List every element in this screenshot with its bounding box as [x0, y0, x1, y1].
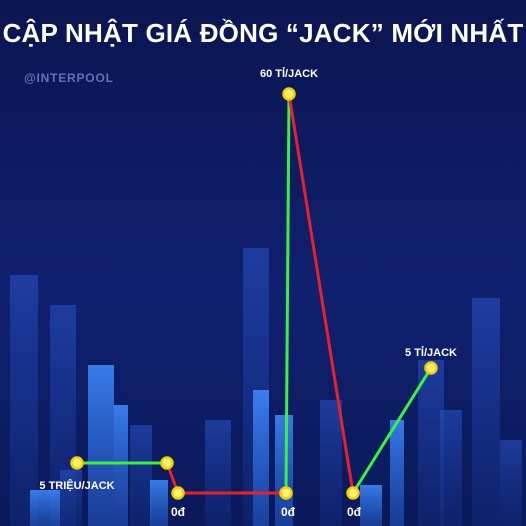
- price-label: 60 TỈ/JACK: [260, 67, 318, 80]
- decorative-bar: [390, 420, 404, 526]
- price-label: 0đ: [281, 505, 296, 519]
- decorative-bar: [150, 480, 168, 526]
- decorative-bar: [472, 298, 500, 526]
- decorative-bar: [500, 440, 522, 526]
- decorative-bar: [253, 390, 269, 526]
- price-point: [173, 488, 184, 499]
- decorative-bar: [360, 485, 382, 526]
- decorative-bar: [205, 420, 231, 526]
- price-label: 5 TRIỆU/JACK: [39, 479, 114, 492]
- decorative-bar: [10, 275, 38, 526]
- price-point: [284, 89, 295, 100]
- page-title: CẬP NHẬT GIÁ ĐỒNG “JACK” MỚI NHẤT: [3, 18, 524, 48]
- price-point: [72, 458, 83, 469]
- decorative-bar: [60, 470, 82, 526]
- decorative-bar: [88, 365, 114, 526]
- decorative-bar: [30, 490, 60, 526]
- price-point: [348, 488, 359, 499]
- decorative-bar: [130, 425, 152, 526]
- price-point: [162, 458, 173, 469]
- decorative-bar: [320, 400, 342, 526]
- price-label: 0đ: [347, 505, 362, 519]
- decorative-bar: [114, 405, 128, 526]
- price-point: [426, 363, 437, 374]
- price-label: 0đ: [171, 505, 186, 519]
- brand-watermark: @INTERPOOL: [24, 71, 114, 85]
- decorative-bar: [440, 410, 462, 526]
- price-point: [281, 488, 292, 499]
- price-label: 5 TỈ/JACK: [405, 346, 457, 359]
